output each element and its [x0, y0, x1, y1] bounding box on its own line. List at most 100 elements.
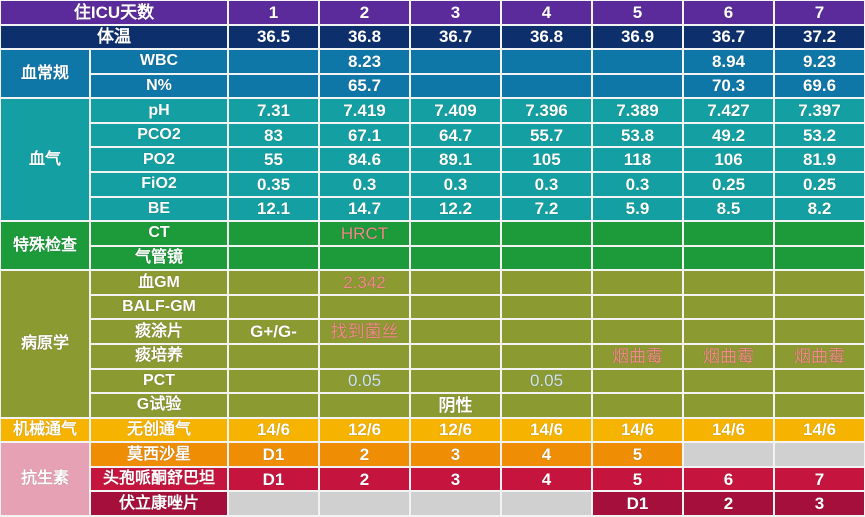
row-label: BE: [91, 197, 227, 221]
group-blood-gas-label: 血气: [1, 99, 89, 221]
row-label: 痰培养: [91, 344, 227, 368]
data-cell: [684, 271, 773, 294]
row-label: 莫西沙星: [91, 443, 227, 466]
data-cell: 55: [229, 148, 318, 171]
data-cell: 烟曲霉: [684, 344, 773, 368]
data-cell: [320, 295, 409, 319]
data-cell: [229, 271, 318, 294]
header-day-2: 2: [320, 1, 409, 24]
data-cell: 0.25: [775, 172, 864, 196]
data-cell: 83: [229, 123, 318, 147]
temperature-value: 36.8: [320, 25, 409, 49]
data-cell: [593, 320, 682, 343]
group-ventilation-label: 机械通气: [1, 418, 89, 442]
data-cell: 65.7: [320, 74, 409, 98]
data-cell: 7.397: [775, 99, 864, 122]
data-cell: 0.25: [684, 172, 773, 196]
data-cell: 2.342: [320, 271, 409, 294]
data-cell: 7.2: [502, 197, 591, 221]
data-cell: [411, 74, 500, 98]
data-cell: 69.6: [775, 74, 864, 98]
data-cell: 2: [320, 443, 409, 466]
data-cell: 5: [593, 443, 682, 466]
data-cell: [593, 74, 682, 98]
data-cell: 49.2: [684, 123, 773, 147]
data-cell: [775, 246, 864, 270]
data-cell: 53.2: [775, 123, 864, 147]
data-cell: 9.23: [775, 50, 864, 73]
data-cell: 0.3: [411, 172, 500, 196]
data-cell: 12/6: [320, 418, 409, 442]
data-cell: 55.7: [502, 123, 591, 147]
data-cell: [229, 295, 318, 319]
row-label: FiO2: [91, 172, 227, 196]
data-cell: [411, 271, 500, 294]
temperature-value: 36.7: [684, 25, 773, 49]
header-day-7: 7: [775, 1, 864, 24]
data-cell: [775, 271, 864, 294]
row-label: PCT: [91, 369, 227, 393]
temperature-value: 37.2: [775, 25, 864, 49]
row-label: PO2: [91, 148, 227, 171]
row-label: pH: [91, 99, 227, 122]
data-cell: [229, 492, 318, 515]
data-cell: 阴性: [411, 394, 500, 417]
data-cell: [684, 246, 773, 270]
data-cell: [411, 369, 500, 393]
data-cell: 8.5: [684, 197, 773, 221]
data-cell: 12.1: [229, 197, 318, 221]
row-label: BALF-GM: [91, 295, 227, 319]
row-label: 伏立康唑片: [91, 492, 227, 515]
data-cell: [593, 50, 682, 73]
data-cell: [684, 369, 773, 393]
header-day-6: 6: [684, 1, 773, 24]
data-cell: [320, 246, 409, 270]
row-label: 痰涂片: [91, 320, 227, 343]
data-cell: [502, 246, 591, 270]
data-cell: [502, 394, 591, 417]
header-day-1: 1: [229, 1, 318, 24]
data-cell: 7: [775, 467, 864, 491]
data-cell: 4: [502, 443, 591, 466]
data-cell: HRCT: [320, 222, 409, 245]
data-cell: 3: [411, 467, 500, 491]
header-day-4: 4: [502, 1, 591, 24]
data-cell: 2: [684, 492, 773, 515]
data-cell: [502, 74, 591, 98]
data-cell: 53.8: [593, 123, 682, 147]
data-cell: 7.427: [684, 99, 773, 122]
data-cell: 4: [502, 467, 591, 491]
row-label: G试验: [91, 394, 227, 417]
temperature-value: 36.9: [593, 25, 682, 49]
data-cell: 7.419: [320, 99, 409, 122]
temperature-value: 36.7: [411, 25, 500, 49]
data-cell: 8.94: [684, 50, 773, 73]
temperature-value: 36.8: [502, 25, 591, 49]
data-cell: [775, 222, 864, 245]
data-cell: [593, 222, 682, 245]
data-cell: [775, 295, 864, 319]
data-cell: 找到菌丝: [320, 320, 409, 343]
data-cell: [593, 369, 682, 393]
group-special-exam-label: 特殊检查: [1, 222, 89, 270]
data-cell: 0.3: [502, 172, 591, 196]
temperature-value: 36.5: [229, 25, 318, 49]
data-cell: [502, 320, 591, 343]
data-cell: 0.05: [502, 369, 591, 393]
data-cell: 89.1: [411, 148, 500, 171]
data-cell: 12.2: [411, 197, 500, 221]
data-cell: [502, 222, 591, 245]
data-cell: [775, 369, 864, 393]
data-cell: 0.05: [320, 369, 409, 393]
data-cell: 106: [684, 148, 773, 171]
header-day-5: 5: [593, 1, 682, 24]
data-cell: 0.3: [593, 172, 682, 196]
data-cell: 烟曲霉: [593, 344, 682, 368]
data-cell: 0.3: [320, 172, 409, 196]
row-label: 气管镜: [91, 246, 227, 270]
data-cell: 烟曲霉: [775, 344, 864, 368]
data-cell: G+/G-: [229, 320, 318, 343]
data-cell: [684, 443, 773, 466]
data-cell: 84.6: [320, 148, 409, 171]
data-cell: [684, 295, 773, 319]
